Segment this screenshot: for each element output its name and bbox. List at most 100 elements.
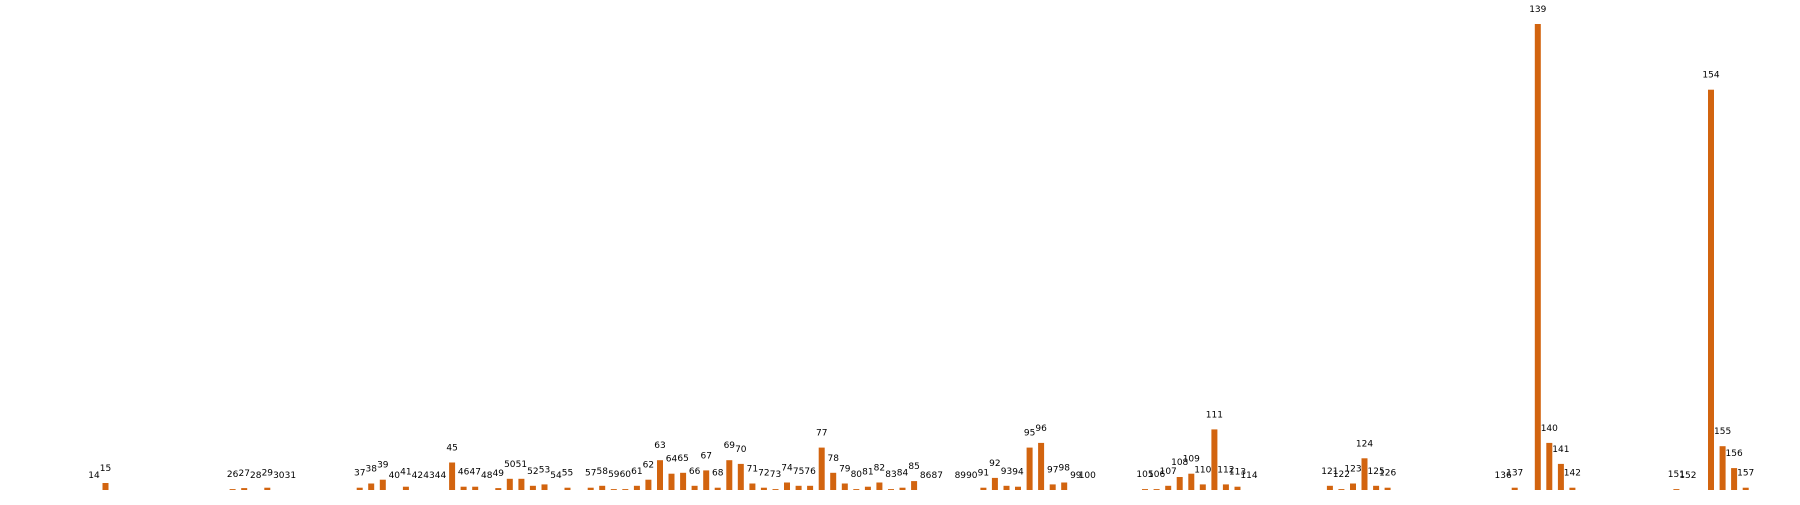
bar-41 — [402, 486, 409, 490]
bar-157 — [1742, 487, 1749, 490]
data-label-30: 30 — [273, 471, 285, 481]
bar-61 — [633, 485, 640, 490]
data-label-42: 42 — [412, 471, 423, 481]
bar-29 — [264, 487, 271, 490]
data-label-125: 125 — [1368, 467, 1385, 477]
data-label-54: 54 — [550, 471, 562, 481]
bar-113 — [1234, 486, 1241, 490]
bar-78 — [830, 472, 837, 490]
data-label-45: 45 — [446, 444, 457, 454]
data-label-83: 83 — [885, 470, 896, 480]
data-label-72: 72 — [758, 469, 769, 479]
bar-92 — [991, 477, 998, 490]
data-label-81: 81 — [862, 468, 873, 478]
bar-122 — [1338, 489, 1345, 490]
data-label-152: 152 — [1679, 471, 1696, 481]
data-label-65: 65 — [677, 454, 688, 464]
bar-62 — [645, 479, 652, 490]
bar-141 — [1557, 463, 1564, 490]
bar-155 — [1719, 446, 1726, 490]
bar-82 — [876, 482, 883, 490]
data-label-156: 156 — [1726, 449, 1743, 459]
data-label-60: 60 — [620, 470, 632, 480]
bar-97 — [1049, 484, 1056, 490]
bar-76 — [807, 485, 814, 490]
bar-66 — [691, 485, 698, 490]
data-label-31: 31 — [285, 471, 296, 481]
data-label-155: 155 — [1714, 427, 1731, 437]
data-label-95: 95 — [1024, 429, 1035, 439]
bar-93 — [1003, 485, 1010, 490]
data-label-78: 78 — [827, 454, 839, 464]
data-label-79: 79 — [839, 465, 851, 475]
data-label-121: 121 — [1321, 467, 1338, 477]
data-label-157: 157 — [1737, 469, 1754, 479]
data-label-62: 62 — [643, 461, 654, 471]
bar-15 — [102, 483, 109, 490]
data-label-59: 59 — [608, 470, 620, 480]
data-label-57: 57 — [585, 469, 596, 479]
bar-27 — [241, 488, 248, 490]
data-label-112: 112 — [1217, 465, 1234, 475]
data-label-109: 109 — [1183, 455, 1200, 465]
bar-58 — [599, 485, 606, 490]
bar-125 — [1373, 485, 1380, 490]
data-label-114: 114 — [1240, 471, 1257, 481]
data-label-44: 44 — [435, 471, 447, 481]
data-label-142: 142 — [1564, 469, 1581, 479]
bar-series — [102, 24, 1749, 490]
data-label-151: 151 — [1668, 470, 1685, 480]
data-label-94: 94 — [1012, 468, 1024, 478]
data-label-87: 87 — [931, 471, 942, 481]
data-label-86: 86 — [920, 471, 932, 481]
data-label-85: 85 — [908, 462, 919, 472]
bar-57 — [587, 487, 594, 490]
data-label-49: 49 — [493, 469, 505, 479]
bar-63 — [657, 460, 663, 490]
bar-126 — [1384, 487, 1391, 490]
data-label-136: 136 — [1495, 471, 1512, 481]
bar-64 — [668, 473, 675, 490]
data-label-26: 26 — [227, 470, 239, 480]
data-label-15: 15 — [100, 464, 111, 474]
bar-73 — [772, 489, 779, 490]
data-label-82: 82 — [874, 464, 885, 474]
data-label-66: 66 — [689, 467, 701, 477]
data-label-71: 71 — [747, 465, 758, 475]
bar-140 — [1546, 442, 1553, 490]
data-label-48: 48 — [481, 471, 493, 481]
data-label-97: 97 — [1047, 465, 1058, 475]
data-label-110: 110 — [1194, 465, 1211, 475]
bar-110 — [1199, 484, 1206, 490]
bar-65 — [680, 472, 687, 490]
data-label-98: 98 — [1058, 464, 1070, 474]
bar-83 — [888, 489, 894, 490]
data-label-108: 108 — [1171, 458, 1188, 468]
bar-74 — [784, 482, 790, 490]
data-label-69: 69 — [724, 441, 736, 451]
bar-95 — [1026, 447, 1033, 490]
data-label-43: 43 — [423, 471, 434, 481]
data-label-61: 61 — [631, 467, 642, 477]
bar-80 — [853, 489, 860, 490]
data-label-99: 99 — [1070, 471, 1082, 481]
data-label-105: 105 — [1136, 470, 1153, 480]
bar-71 — [749, 483, 756, 490]
data-label-113: 113 — [1229, 468, 1246, 478]
bar-70 — [737, 463, 744, 490]
data-label-77: 77 — [816, 429, 827, 439]
data-label-122: 122 — [1333, 470, 1350, 480]
bar-39 — [379, 479, 386, 490]
data-label-76: 76 — [804, 467, 816, 477]
data-label-80: 80 — [851, 470, 863, 480]
bar-112 — [1222, 484, 1229, 490]
bar-69 — [726, 460, 733, 490]
data-label-106: 106 — [1148, 470, 1165, 480]
data-label-53: 53 — [539, 465, 550, 475]
bar-67 — [703, 470, 710, 490]
bar-108 — [1176, 477, 1183, 490]
bar-49 — [495, 488, 502, 490]
data-label-14: 14 — [88, 471, 100, 481]
data-label-126: 126 — [1379, 469, 1396, 479]
